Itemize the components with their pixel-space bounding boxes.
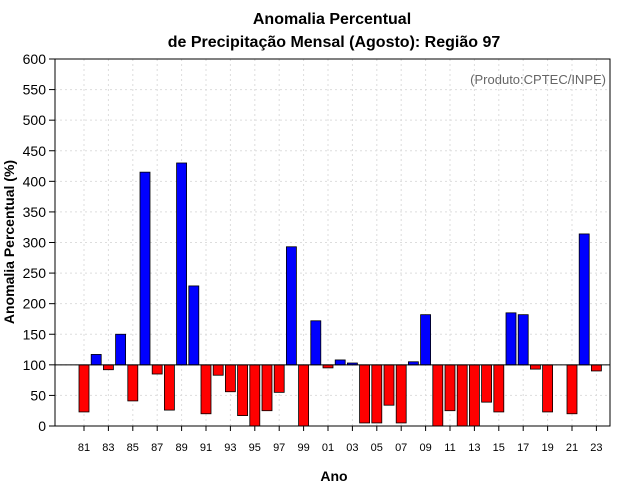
bar-97: [273, 364, 285, 393]
y-tick-label: 300: [23, 235, 47, 251]
bar-93: [224, 364, 236, 393]
x-tick-label: 03: [346, 442, 358, 454]
x-tick-label: 01: [322, 442, 334, 454]
bar-85: [127, 364, 139, 402]
bar-15: [493, 364, 505, 413]
y-axis: 0 50 100 150 200 250 300 350 400 450 500 550 600: [23, 51, 55, 434]
x-tick-label: 85: [127, 442, 139, 454]
bar-87: [151, 364, 163, 375]
x-tick-label: 07: [395, 442, 407, 454]
bar-88: [163, 364, 175, 411]
x-tick-label: 93: [224, 442, 236, 454]
bar-14: [481, 364, 493, 403]
bar-91: [200, 364, 212, 415]
x-tick-label: 17: [517, 442, 529, 454]
y-tick-label: 600: [23, 51, 47, 67]
bar-23: [591, 364, 602, 372]
y-tick-label: 450: [23, 143, 47, 159]
x-tick-label: 91: [200, 442, 212, 454]
bar-16: [505, 312, 517, 366]
bar-84: [115, 333, 126, 366]
bar-21: [566, 364, 578, 415]
x-tick-label: 83: [102, 442, 114, 454]
x-tick-label: 23: [590, 442, 602, 454]
y-tick-label: 250: [23, 265, 47, 281]
x-tick-label: 99: [297, 442, 309, 454]
x-axis-title: Ano: [320, 468, 347, 484]
bar-17: [517, 314, 529, 366]
y-tick-label: 500: [23, 112, 47, 128]
credit-label: (Produto:CPTEC/INPE): [470, 72, 606, 87]
bar-83: [103, 364, 114, 371]
x-tick-label: 19: [541, 442, 553, 454]
y-axis-title: Anomalia Percentual (%): [1, 160, 17, 324]
bar-05: [371, 364, 383, 424]
bar-92: [212, 364, 224, 376]
bar-00: [310, 320, 322, 366]
x-tick-label: 87: [151, 442, 163, 454]
x-tick-label: 09: [419, 442, 431, 454]
y-tick-label: 350: [23, 204, 47, 220]
bar-18: [530, 364, 541, 370]
bar-02: [334, 359, 346, 366]
bar-90: [188, 285, 200, 366]
x-tick-label: 05: [371, 442, 383, 454]
bar-94: [237, 364, 249, 417]
x-tick-label: 11: [444, 442, 455, 454]
chart-title: Anomalia Percentual: [253, 11, 411, 28]
bar-19: [542, 364, 553, 413]
x-tick-label: 97: [273, 442, 285, 454]
bar-12: [456, 364, 468, 427]
x-tick-label: 13: [468, 442, 480, 454]
bars-layer: [78, 162, 602, 427]
bar-95: [249, 364, 261, 427]
bar-98: [285, 246, 297, 366]
y-tick-label: 400: [23, 173, 47, 189]
y-tick-label: 550: [23, 82, 47, 98]
y-tick-label: 150: [23, 326, 47, 342]
bar-09: [420, 314, 432, 366]
chart-subtitle: de Precipitação Mensal (Agosto): Região …: [168, 34, 501, 51]
bar-89: [176, 162, 188, 366]
bar-99: [298, 364, 310, 427]
bar-13: [468, 364, 480, 427]
bar-22: [578, 233, 590, 366]
y-tick-label: 200: [23, 296, 47, 312]
y-tick-label: 100: [23, 357, 47, 373]
x-tick-label: 15: [493, 442, 505, 454]
bar-86: [139, 171, 151, 366]
bar-04: [359, 364, 371, 424]
bar-07: [395, 364, 407, 424]
y-tick-label: 0: [38, 418, 46, 434]
x-tick-label: 81: [78, 442, 90, 454]
x-axis: 81 83 85 87 89 91 93 95 97 99 01 03 05 07 09 11 13 15 17 19…: [78, 426, 603, 454]
x-tick-label: 89: [175, 442, 187, 454]
x-tick-label: 95: [249, 442, 261, 454]
bar-81: [78, 364, 90, 413]
bar-82: [90, 354, 102, 366]
bar-11: [444, 364, 456, 412]
bar-96: [261, 364, 273, 412]
bar-06: [383, 364, 395, 406]
y-tick-label: 50: [30, 387, 46, 403]
x-tick-label: 21: [566, 442, 578, 454]
bar-10: [432, 364, 444, 427]
